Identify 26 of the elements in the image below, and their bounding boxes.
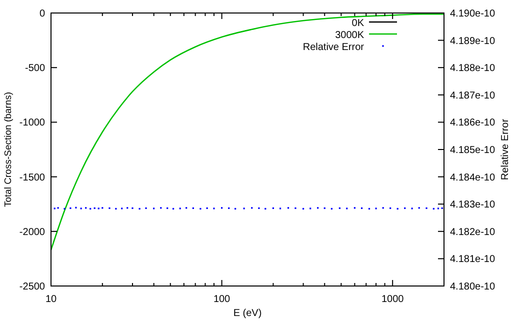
y-tick-label: 0 [39,8,46,20]
y2-tick-label: 4.181e-10 [450,254,496,266]
x-axis-title: E (eV) [233,308,262,319]
y2-tick-label: 4.185e-10 [450,145,496,156]
y2-tick-label: 4.187e-10 [450,90,496,102]
y-tick-label: -1500 [19,172,46,184]
x-tick-label: 10 [45,294,57,305]
y2-tick-label: 4.180e-10 [450,282,496,292]
legend-label: 0K [352,18,364,29]
y-tick-label: -2500 [19,282,46,292]
y2-tick-label: 4.189e-10 [450,36,496,47]
x-tick-label: 1000 [381,294,404,305]
y2-axis-title: Relative Error [500,118,511,180]
y2-tick-label: 4.188e-10 [450,63,496,74]
y-axis-title: Total Cross-Section (barns) [3,92,14,208]
legend-label: 3000K [335,30,364,41]
y2-tick-label: 4.183e-10 [450,200,496,211]
legend-label: Relative Error [302,42,365,53]
y-tick-label: -500 [24,63,46,74]
y2-tick-label: 4.182e-10 [450,226,496,238]
y-tick-label: -1000 [19,118,46,129]
y2-tick-label: 4.190e-10 [450,8,496,20]
y-tick-label: -2000 [19,226,46,238]
y2-tick-label: 4.184e-10 [450,172,496,184]
x-tick-label: 100 [213,294,231,305]
y2-tick-label: 4.186e-10 [450,118,496,129]
